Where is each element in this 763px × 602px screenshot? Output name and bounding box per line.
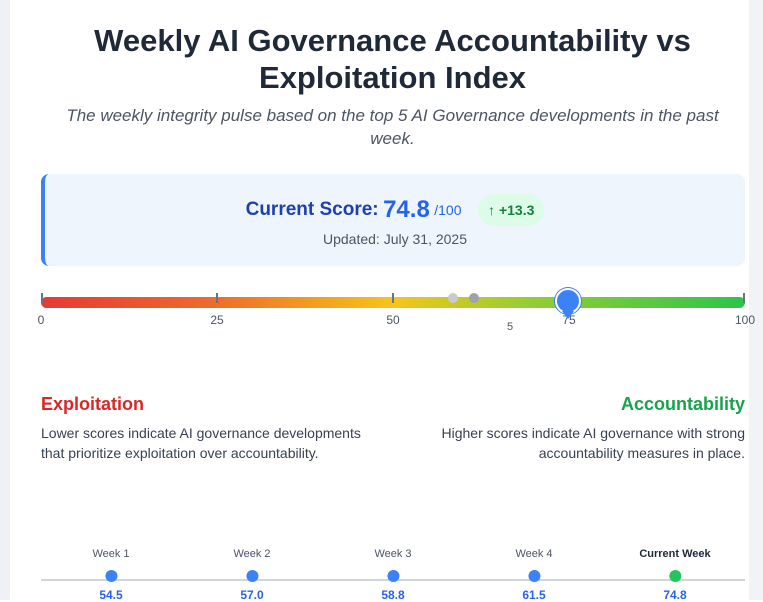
updated-date: Updated: July 31, 2025 [323,231,467,247]
current-score-value: 74.8 [383,196,430,223]
page-title: Weekly AI Governance Accountability vs E… [94,23,691,95]
accountability-description: Higher scores indicate AI governance wit… [441,425,746,461]
gauge-tick [216,293,218,303]
timeline-week-1[interactable]: Week 1 54.5 [92,548,129,602]
score-delta-value: +13.3 [498,202,535,218]
gauge-tick-label: 0 [37,313,45,327]
week-score: 61.5 [522,588,546,602]
marker-pin-icon [561,311,574,319]
timeline-week-current[interactable]: Current Week 74.8 [639,548,710,602]
previous-score-dot [447,293,458,303]
gauge-tick-label: 25 [210,313,224,327]
week-dot [105,570,117,582]
timeline-week-4[interactable]: Week 4 61.5 [515,548,552,602]
gauge-tick [41,293,43,303]
current-score-label: Current Score: [245,199,379,220]
week-label: Week 1 [92,548,130,560]
exploitation-description: Lower scores indicate AI governance deve… [41,425,361,461]
score-delta-badge: ↑ +13.3 [477,194,545,226]
week-label: Week 2 [233,548,271,560]
week-label: Week 3 [374,548,412,560]
week-score: 74.8 [663,588,687,602]
gauge-tick-label: 100 [734,313,756,327]
timeline-week-3[interactable]: Week 3 58.8 [374,548,411,602]
page-subtitle: The weekly integrity pulse based on the … [66,106,719,148]
week-label: Week 4 [515,548,553,560]
gauge-tick [743,293,745,303]
week-dot [246,570,258,582]
gauge-tick-label: 50 [386,313,400,327]
week-label: Current Week [639,548,711,560]
arrow-up-icon: ↑ [487,202,495,218]
gauge-faint-label: 5 [507,321,514,333]
week-dot [387,570,399,582]
current-score-card: Current Score: 74.8 /100 ↑ +13.3 Updated:… [41,174,745,266]
week-dot [668,570,681,582]
right-scroll-rail [749,0,763,600]
week-dot [528,570,540,582]
gauge-tick [392,293,394,303]
score-gauge: 0 25 50 75 100 5 [37,280,755,340]
previous-score-dot [468,293,479,303]
weekly-timeline: Week 1 54.5 Week 2 57.0 Week 3 58.8 Week… [41,548,745,602]
week-score: 54.5 [99,588,123,602]
week-score: 58.8 [381,588,405,602]
accountability-title: Accountability [620,394,745,414]
left-scroll-rail [0,0,10,600]
score-max: /100 [434,202,462,218]
timeline-week-2[interactable]: Week 2 57.0 [233,548,270,602]
score-row: Current Score: 74.8 /100 ↑ +13.3 [45,194,745,226]
exploitation-title: Exploitation [41,394,144,414]
week-score: 57.0 [240,588,264,602]
